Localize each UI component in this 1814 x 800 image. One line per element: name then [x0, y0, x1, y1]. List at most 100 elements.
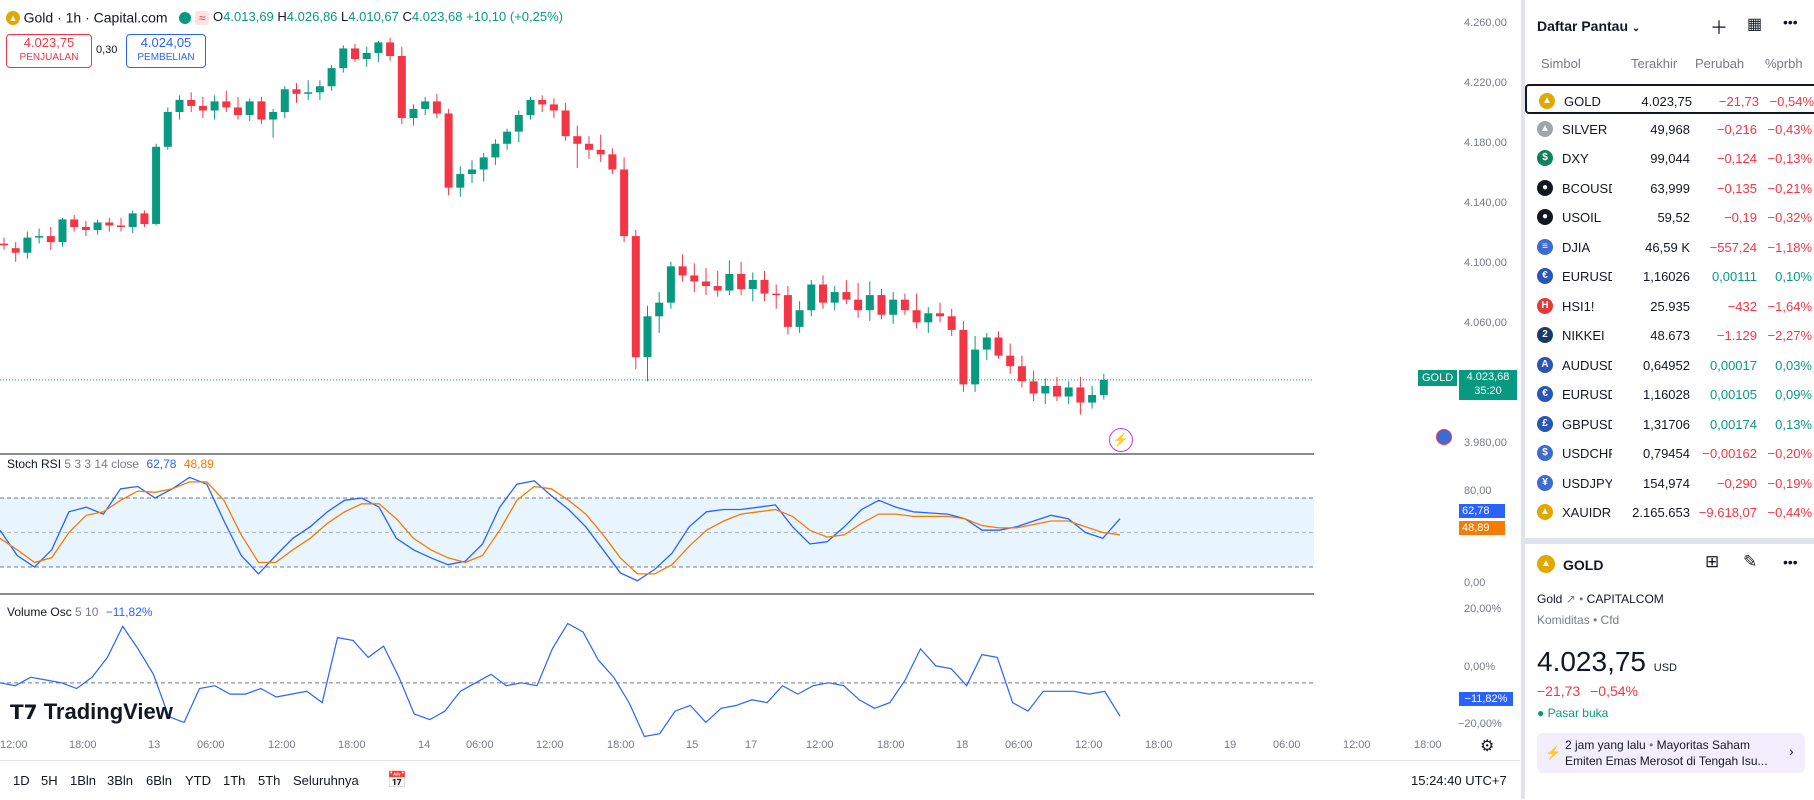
- candle-body: [374, 42, 383, 53]
- candle-body: [187, 99, 196, 106]
- timeframe-button[interactable]: 1D: [13, 773, 30, 788]
- watchlist-row[interactable]: A AUDUSD 0,64952 0,00017 0,03%: [1525, 350, 1814, 380]
- row-change: −0,19: [1724, 210, 1757, 225]
- row-last: 1,31706: [1643, 416, 1690, 432]
- chart-canvas[interactable]: [0, 0, 1314, 760]
- sell-button[interactable]: 4.023,75 PENJUALAN: [6, 34, 92, 68]
- watchlist-row[interactable]: ▲ XAUIDR 2.165.653 −9.618,07 −0,44%: [1525, 497, 1814, 527]
- volume-osc-title: Volume Osc: [7, 605, 72, 619]
- watchlist-row[interactable]: $ DXY 99,044 −0,124 −0,13%: [1525, 143, 1814, 173]
- time-axis-label: 18:00: [877, 739, 905, 751]
- symbol-logo-icon: ●: [1537, 179, 1553, 196]
- watchlist-row[interactable]: H HSI1! 25.935 −432 −1,64%: [1525, 291, 1814, 321]
- change-value: +10,10 (+0,25%): [466, 9, 563, 24]
- buy-button[interactable]: 4.024,05 PEMBELIAN: [126, 34, 206, 68]
- candle-body: [304, 92, 313, 94]
- chevron-down-icon: ⌄: [1631, 23, 1641, 34]
- timeframe-button[interactable]: 6Bln: [146, 773, 173, 788]
- more-options-icon[interactable]: •••: [1783, 14, 1798, 30]
- candle-body: [0, 243, 8, 246]
- lightning-icon[interactable]: ⚡: [1109, 428, 1133, 452]
- news-content: 2 jam yang lalu • Mayoritas Saham Emiten…: [1565, 738, 1768, 768]
- candle-body: [631, 236, 640, 358]
- settings-icon[interactable]: ⚙: [1480, 738, 1495, 755]
- timeframe-button[interactable]: 3Bln: [107, 773, 134, 788]
- candle-body: [514, 115, 523, 132]
- chart-area[interactable]: ▲ Gold · 1h · Capital.com ≈ O4.013,69 H4…: [0, 0, 1520, 760]
- add-symbol-icon[interactable]: ＋: [1710, 18, 1728, 38]
- row-last: 154,974: [1643, 475, 1690, 491]
- symbol-logo-icon: H: [1537, 297, 1553, 314]
- watchlist-title-text: Daftar Pantau: [1537, 18, 1629, 34]
- watchlist-row[interactable]: £ GBPUSD 1,31706 0,00174 0,13%: [1525, 409, 1814, 439]
- timeframe-button[interactable]: 1Bln: [70, 773, 97, 788]
- details-exchange[interactable]: CAPITALCOM: [1586, 592, 1664, 606]
- stoch-rsi-legend[interactable]: Stoch RSI 5 3 3 14 close 62,78 48,89: [7, 457, 214, 471]
- time-axis-label: 12:00: [1343, 739, 1371, 751]
- row-change: 0,00174: [1710, 416, 1757, 432]
- row-last: 59,52: [1657, 210, 1690, 225]
- row-last: 2.165.653: [1632, 505, 1690, 520]
- column-symbol[interactable]: Simbol: [1541, 56, 1581, 71]
- more-options-icon[interactable]: •••: [1783, 554, 1798, 570]
- row-symbol: DXY: [1562, 151, 1589, 166]
- edit-note-icon[interactable]: ✎: [1743, 552, 1758, 571]
- watchlist-row[interactable]: 2 NIKKEI 48.673 −1.129 −2,27%: [1525, 320, 1814, 350]
- row-last: 4.023,75: [1641, 94, 1692, 109]
- us-flag-icon[interactable]: [1436, 429, 1452, 445]
- watchlist-title[interactable]: Daftar Pantau ⌄: [1537, 18, 1640, 34]
- clock-display[interactable]: 15:24:40 UTC+7: [1411, 773, 1507, 788]
- layout-icon[interactable]: ⊞: [1705, 552, 1720, 571]
- candle-body: [1017, 366, 1026, 382]
- candle-body: [783, 295, 792, 327]
- tradingview-watermark[interactable]: 𝗧𝟳 TradingView: [10, 699, 173, 725]
- timeframe-button[interactable]: YTD: [185, 773, 211, 788]
- candle-body: [23, 237, 32, 253]
- timeframe-button[interactable]: Seluruhnya: [293, 773, 359, 788]
- row-symbol: EURUSD: [1562, 269, 1612, 284]
- details-symbol[interactable]: GOLD: [1563, 557, 1604, 573]
- candle-body: [210, 101, 219, 111]
- candle-body: [982, 337, 991, 350]
- row-last: 46,59 K: [1645, 239, 1690, 255]
- watchlist-row[interactable]: € EURUSD 1,16028 0,00105 0,09%: [1525, 379, 1814, 409]
- candle-body: [11, 248, 20, 253]
- news-card[interactable]: ⚡ 2 jam yang lalu • Mayoritas Saham Emit…: [1537, 733, 1805, 773]
- candle-body: [1006, 355, 1015, 367]
- candle-body: [737, 273, 746, 290]
- candle-body: [351, 48, 359, 60]
- timeframe-button[interactable]: 5Th: [258, 773, 281, 788]
- table-view-icon[interactable]: ▦: [1747, 16, 1763, 33]
- row-change: −557,24: [1709, 239, 1757, 255]
- watchlist-row[interactable]: ¥ USDJPY 154,974 −0,290 −0,19%: [1525, 468, 1814, 498]
- row-symbol: GBPUSD: [1562, 416, 1612, 432]
- details-price: 4.023,75: [1537, 646, 1646, 677]
- sell-label: PENJUALAN: [19, 52, 79, 63]
- watchlist-row[interactable]: ● USOIL 59,52 −0,19 −0,32%: [1525, 202, 1814, 232]
- time-axis-label: 18:00: [607, 739, 635, 751]
- candle-body: [456, 174, 465, 188]
- column-last[interactable]: Terakhir: [1631, 56, 1678, 71]
- watchlist-row[interactable]: ▲ GOLD 4.023,75 −21,73 −0,54%: [1525, 84, 1814, 114]
- row-last: 49,968: [1650, 121, 1690, 137]
- column-change[interactable]: Perubah: [1695, 56, 1745, 71]
- candle-body: [269, 111, 278, 120]
- details-name[interactable]: Gold: [1537, 592, 1563, 606]
- volume-osc-legend[interactable]: Volume Osc 5 10 −11,82%: [7, 605, 153, 619]
- column-change-pct[interactable]: %prbh: [1765, 56, 1803, 71]
- watchlist-row[interactable]: ≡ DJIA 46,59 K −557,24 −1,18%: [1525, 232, 1814, 262]
- watchlist-row[interactable]: € EURUSD 1,16026 0,00111 0,10%: [1525, 261, 1814, 291]
- row-change-pct: −1,18%: [1767, 239, 1812, 255]
- timeframe-button[interactable]: 5H: [41, 773, 58, 788]
- details-change-pct: −0,54%: [1590, 683, 1638, 699]
- symbol-title[interactable]: Gold · 1h · Capital.com: [23, 9, 168, 26]
- external-link-icon[interactable]: ↗: [1565, 592, 1576, 606]
- candle-body: [819, 284, 827, 303]
- watchlist-row[interactable]: $ USDCHF 0,79454 −0,00162 −0,20%: [1525, 438, 1814, 468]
- calendar-icon[interactable]: 📅: [387, 772, 407, 789]
- watchlist-row[interactable]: ▲ SILVER 49,968 −0,216 −0,43%: [1525, 114, 1814, 144]
- watchlist-row[interactable]: ● BCOUSD 63,999 −0,135 −0,21%: [1525, 173, 1814, 203]
- timeframe-button[interactable]: 1Th: [223, 773, 246, 788]
- candle-body: [865, 295, 874, 311]
- candle-body: [573, 136, 582, 144]
